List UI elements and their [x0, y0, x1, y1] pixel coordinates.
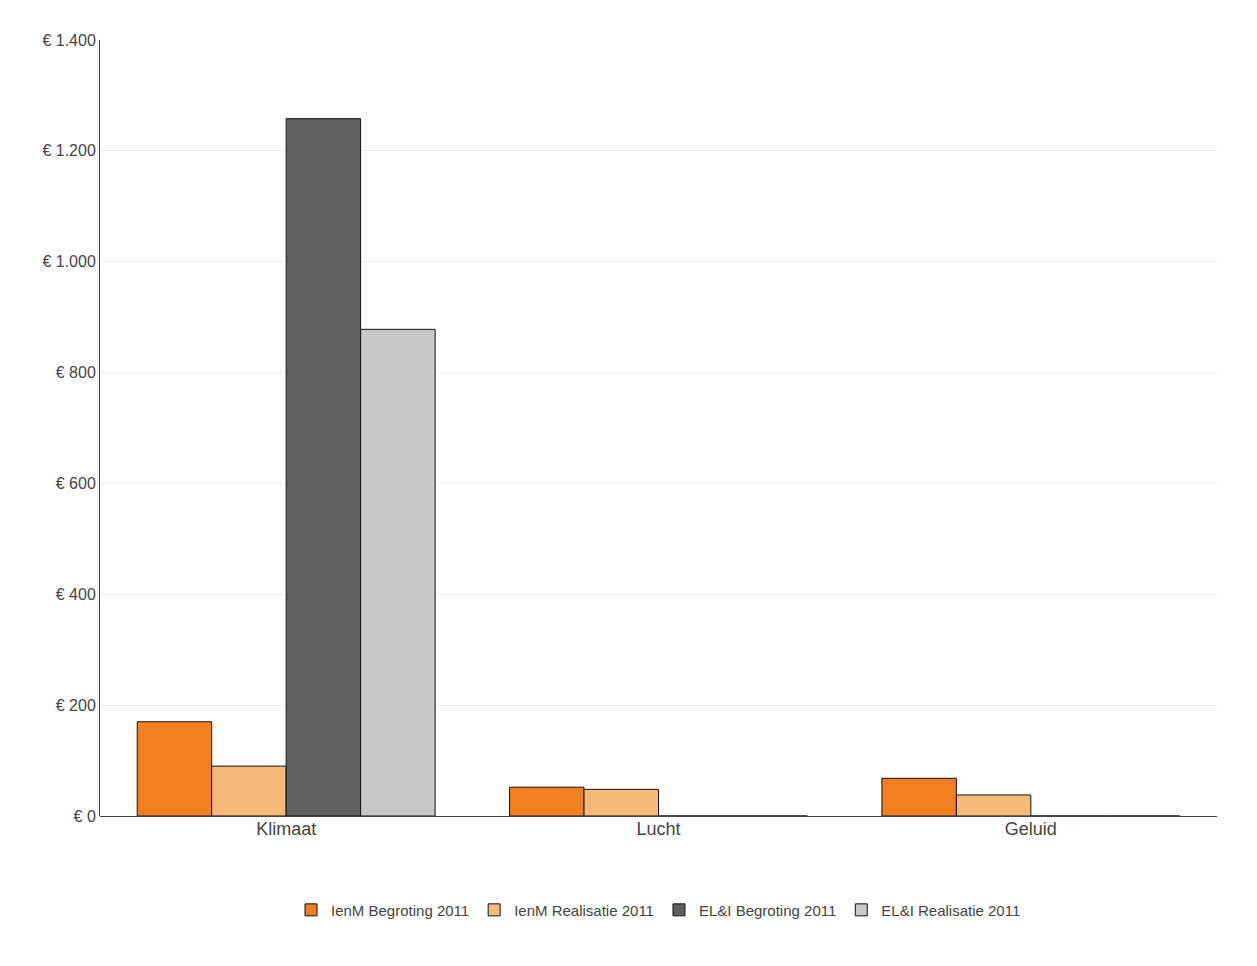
svg-text:€ 600: € 600	[56, 475, 96, 492]
svg-text:€ 200: € 200	[56, 697, 96, 714]
svg-text:€ 1.400: € 1.400	[42, 32, 95, 49]
svg-text:Klimaat: Klimaat	[256, 819, 316, 839]
svg-text:EL&I Realisatie 2011: EL&I Realisatie 2011	[881, 902, 1020, 919]
svg-text:Geluid: Geluid	[1005, 819, 1057, 839]
svg-text:€ 800: € 800	[56, 364, 96, 381]
svg-text:€ 1.000: € 1.000	[42, 253, 95, 270]
svg-text:IenM Begroting 2011: IenM Begroting 2011	[331, 902, 469, 919]
svg-text:EL&I Begroting 2011: EL&I Begroting 2011	[699, 902, 836, 919]
svg-text:Lucht: Lucht	[636, 819, 680, 839]
svg-text:€ 1.200: € 1.200	[42, 142, 95, 159]
svg-text:€ 0: € 0	[74, 808, 96, 825]
svg-text:IenM Realisatie 2011: IenM Realisatie 2011	[514, 902, 654, 919]
svg-text:€ 400: € 400	[56, 586, 96, 603]
